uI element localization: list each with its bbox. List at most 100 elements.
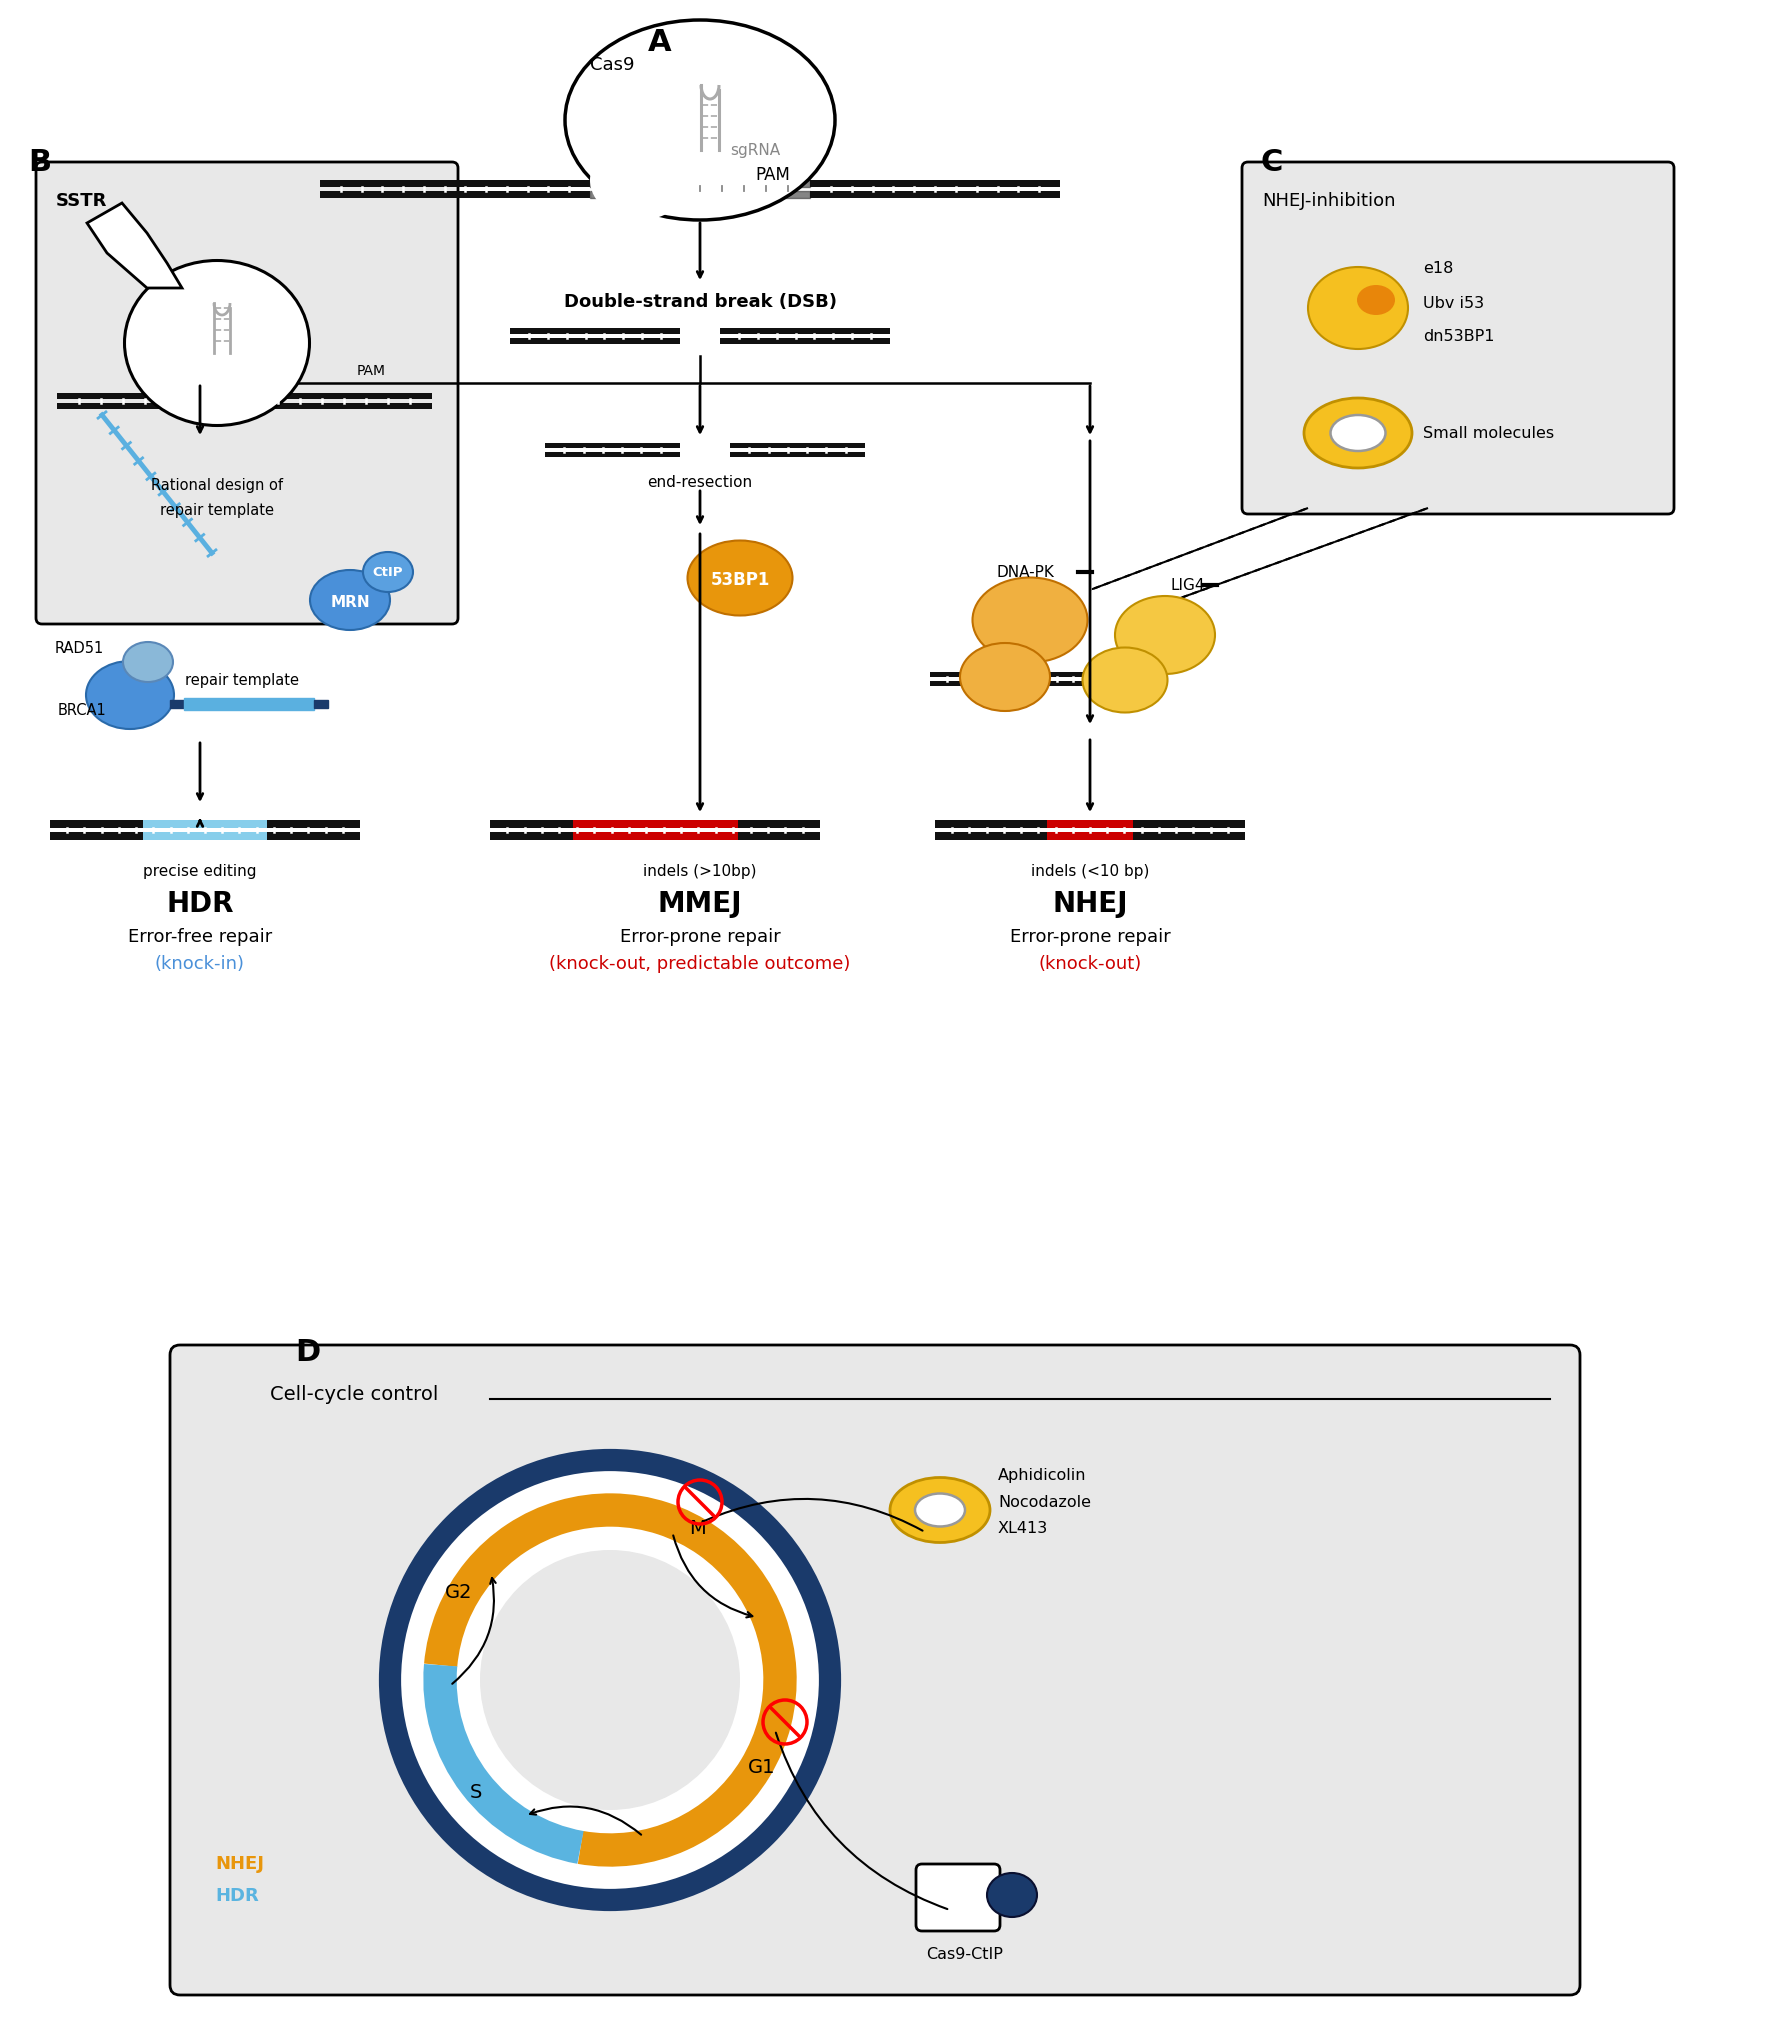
Bar <box>810 192 1060 198</box>
FancyBboxPatch shape <box>1242 161 1674 514</box>
Circle shape <box>390 1460 829 1900</box>
Text: CtIP: CtIP <box>373 565 404 579</box>
Bar <box>720 329 890 335</box>
Bar <box>57 393 432 399</box>
Text: Cas9-CtIP: Cas9-CtIP <box>927 1946 1004 1963</box>
Bar <box>50 833 143 839</box>
Text: C: C <box>1260 147 1283 177</box>
Ellipse shape <box>1308 266 1408 349</box>
Text: e18: e18 <box>1422 260 1453 276</box>
Bar <box>929 672 1029 678</box>
Bar <box>509 329 681 335</box>
Text: NHEJ-inhibition: NHEJ-inhibition <box>1262 192 1396 210</box>
Bar <box>266 821 359 827</box>
Text: DNA-PK: DNA-PK <box>995 565 1054 579</box>
Ellipse shape <box>1115 595 1215 674</box>
Text: Error-prone repair: Error-prone repair <box>1010 928 1170 946</box>
Text: (knock-out, predictable outcome): (knock-out, predictable outcome) <box>549 954 851 972</box>
Text: (knock-in): (knock-in) <box>155 954 245 972</box>
Bar <box>1040 680 1140 686</box>
Text: MMEJ: MMEJ <box>658 889 742 918</box>
Ellipse shape <box>960 643 1051 712</box>
Bar <box>935 833 1047 839</box>
Ellipse shape <box>1083 647 1167 712</box>
Text: Error-free repair: Error-free repair <box>129 928 272 946</box>
Bar <box>935 821 1047 827</box>
Text: PAM: PAM <box>357 363 386 377</box>
Ellipse shape <box>1331 416 1385 452</box>
Bar <box>590 180 810 188</box>
Text: Error-prone repair: Error-prone repair <box>620 928 781 946</box>
Text: precise editing: precise editing <box>143 863 257 879</box>
Ellipse shape <box>1356 284 1396 315</box>
Text: PAM: PAM <box>754 165 790 184</box>
Bar <box>1133 821 1246 827</box>
FancyBboxPatch shape <box>36 161 457 623</box>
Bar <box>143 833 266 839</box>
Bar <box>266 833 359 839</box>
Ellipse shape <box>309 571 390 629</box>
Text: Cell-cycle control: Cell-cycle control <box>270 1386 438 1404</box>
Bar <box>545 444 681 448</box>
Text: RAD51: RAD51 <box>55 641 104 656</box>
FancyBboxPatch shape <box>170 1345 1580 1995</box>
Bar <box>545 452 681 458</box>
Bar <box>572 833 738 839</box>
Bar <box>143 821 266 827</box>
Bar <box>320 192 590 198</box>
Text: Aphidicolin: Aphidicolin <box>997 1468 1086 1482</box>
Bar <box>170 700 184 708</box>
Ellipse shape <box>972 577 1088 662</box>
Text: XL413: XL413 <box>997 1521 1049 1535</box>
Ellipse shape <box>363 553 413 593</box>
Bar <box>731 444 865 448</box>
Text: SSTR: SSTR <box>55 192 107 210</box>
Ellipse shape <box>890 1478 990 1543</box>
Text: Nocodazole: Nocodazole <box>997 1495 1092 1509</box>
Circle shape <box>481 1549 740 1809</box>
Text: HDR: HDR <box>214 1888 259 1904</box>
Text: Double-strand break (DSB): Double-strand break (DSB) <box>563 292 836 311</box>
Text: BRCA1: BRCA1 <box>57 702 107 718</box>
Text: B: B <box>29 147 52 177</box>
Bar <box>720 339 890 345</box>
Bar <box>50 821 143 827</box>
Bar <box>1047 821 1133 827</box>
Bar <box>490 833 572 839</box>
Text: S: S <box>470 1783 482 1801</box>
Text: repair template: repair template <box>161 502 273 518</box>
Text: G2: G2 <box>445 1583 472 1601</box>
Text: G1: G1 <box>747 1759 776 1777</box>
Bar <box>509 339 681 345</box>
Text: Cas9: Cas9 <box>590 56 634 75</box>
Text: HDR: HDR <box>166 889 234 918</box>
Text: Ubv i53: Ubv i53 <box>1422 296 1485 311</box>
Ellipse shape <box>565 20 835 220</box>
Text: Rational design of: Rational design of <box>150 478 282 492</box>
Ellipse shape <box>1305 397 1412 468</box>
Text: repair template: repair template <box>186 672 298 688</box>
Text: sgRNA: sgRNA <box>731 143 781 157</box>
Text: end-resection: end-resection <box>647 474 752 490</box>
Polygon shape <box>88 204 182 288</box>
Ellipse shape <box>590 139 690 220</box>
Ellipse shape <box>915 1493 965 1527</box>
Bar <box>57 403 432 409</box>
Bar <box>731 452 865 458</box>
Text: LIG4: LIG4 <box>1170 577 1204 593</box>
Text: indels (<10 bp): indels (<10 bp) <box>1031 863 1149 879</box>
Bar <box>1047 833 1133 839</box>
Bar <box>1133 833 1246 839</box>
Ellipse shape <box>986 1874 1036 1916</box>
Bar <box>490 821 572 827</box>
Text: indels (>10bp): indels (>10bp) <box>643 863 756 879</box>
Bar <box>315 700 329 708</box>
Bar <box>320 180 590 188</box>
Text: D: D <box>295 1337 320 1368</box>
Bar <box>929 680 1029 686</box>
Text: A: A <box>649 28 672 56</box>
Text: NHEJ: NHEJ <box>1053 889 1128 918</box>
Bar <box>810 180 1060 188</box>
Text: MRN: MRN <box>331 595 370 609</box>
Text: (knock-out): (knock-out) <box>1038 954 1142 972</box>
